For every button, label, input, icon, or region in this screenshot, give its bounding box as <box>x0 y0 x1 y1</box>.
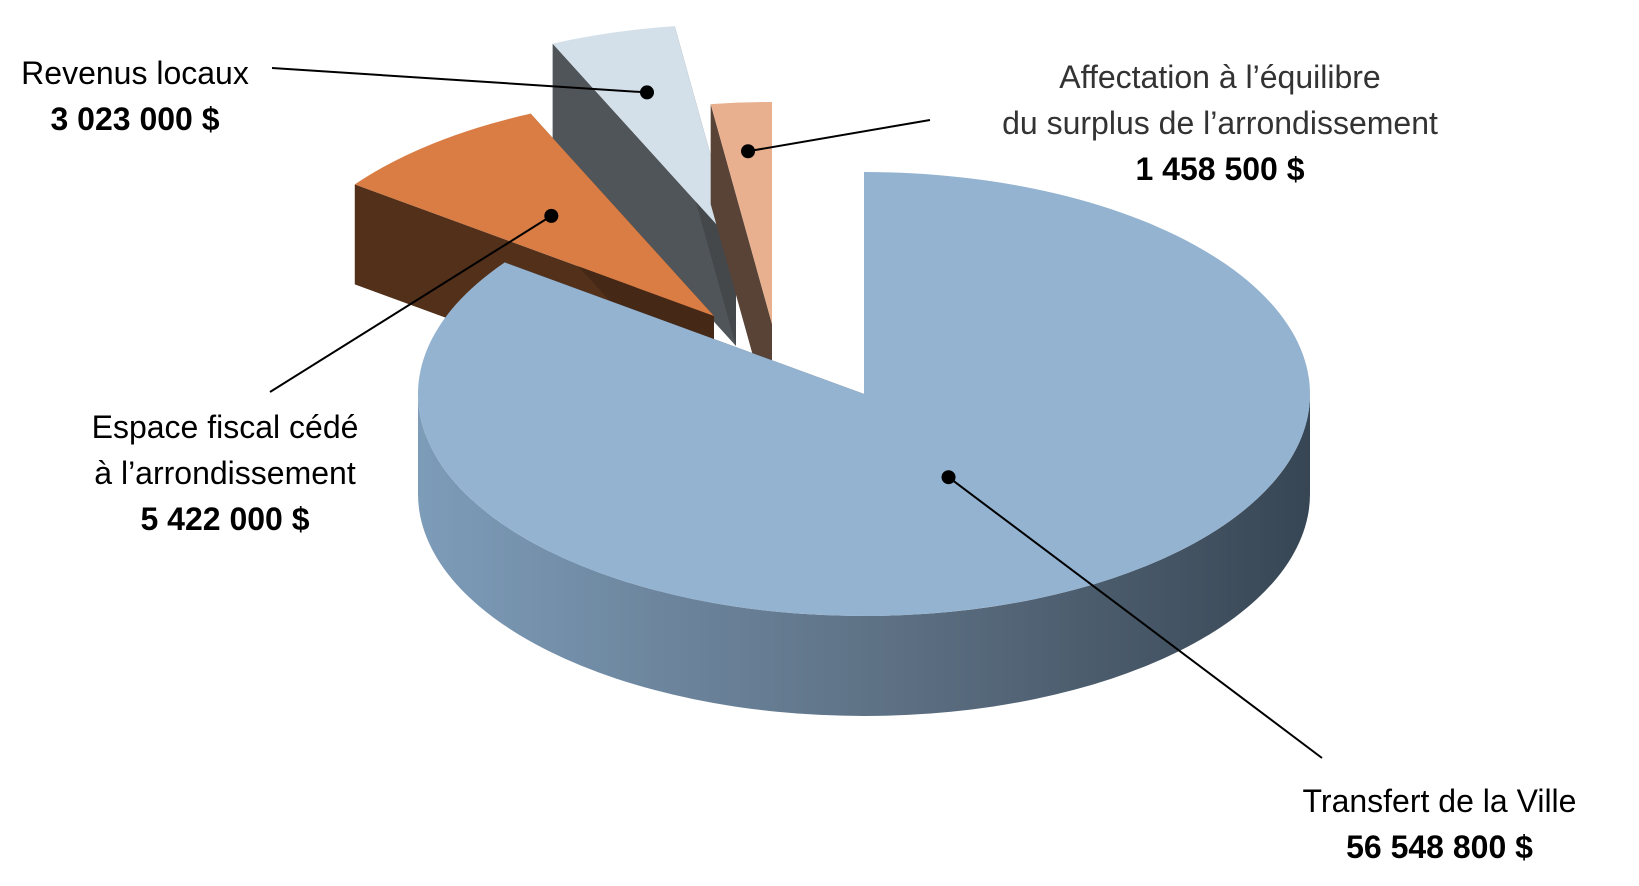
leader-line-2 <box>271 67 648 94</box>
pie-slice-rim <box>418 394 1310 716</box>
slice-name: Revenus locaux <box>21 55 249 91</box>
leader-line-0 <box>947 476 1323 759</box>
slice-label-affectation: Affectation à l’équilibre du surplus de … <box>960 54 1480 192</box>
slice-name-line-1: Affectation à l’équilibre <box>1059 59 1381 95</box>
slice-label-espace-fiscal: Espace fiscal cédé à l’arrondissement 5 … <box>40 404 410 542</box>
slice-value: 56 548 800 $ <box>1346 829 1533 865</box>
slice-value: 5 422 000 $ <box>140 501 310 537</box>
leader-dot-0 <box>941 470 956 485</box>
pie-slice-2 <box>552 26 736 347</box>
slice-value: 3 023 000 $ <box>50 101 220 137</box>
pie-slice-top <box>552 26 736 247</box>
pie-slice-top <box>354 113 714 317</box>
slice-name-line-2: à l’arrondissement <box>94 455 356 491</box>
pie-slice-0 <box>418 172 1310 716</box>
leader-dot-3 <box>741 144 756 159</box>
pie-slice-top <box>418 172 1310 616</box>
slice-name-line-2: du surplus de l’arrondissement <box>1002 105 1438 141</box>
pie-slice-wall <box>552 43 736 347</box>
pie-slice-wall <box>710 104 772 424</box>
pie-slice-top <box>710 102 772 324</box>
slice-label-transfert: Transfert de la Ville 56 548 800 $ <box>1240 778 1639 870</box>
leader-line-1 <box>269 215 552 393</box>
pie-slice-3 <box>710 102 772 424</box>
leader-dot-2 <box>640 85 655 100</box>
slice-value: 1 458 500 $ <box>1135 151 1305 187</box>
leader-dot-1 <box>544 208 559 223</box>
slice-name-line-1: Espace fiscal cédé <box>91 409 359 445</box>
slice-name: Transfert de la Ville <box>1302 783 1577 819</box>
leader-line-3 <box>747 119 931 153</box>
slice-label-revenus-locaux: Revenus locaux 3 023 000 $ <box>0 50 270 142</box>
